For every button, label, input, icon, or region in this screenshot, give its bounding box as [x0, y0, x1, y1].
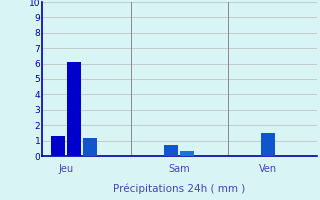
- Bar: [67, 62, 81, 156]
- Bar: [83, 138, 97, 156]
- Bar: [51, 136, 65, 156]
- Text: Jeu: Jeu: [58, 164, 74, 174]
- Bar: [180, 151, 194, 156]
- Text: Ven: Ven: [259, 164, 277, 174]
- Text: Sam: Sam: [168, 164, 190, 174]
- Bar: [164, 145, 178, 156]
- Bar: [261, 133, 275, 156]
- Text: Précipitations 24h ( mm ): Précipitations 24h ( mm ): [113, 184, 245, 194]
